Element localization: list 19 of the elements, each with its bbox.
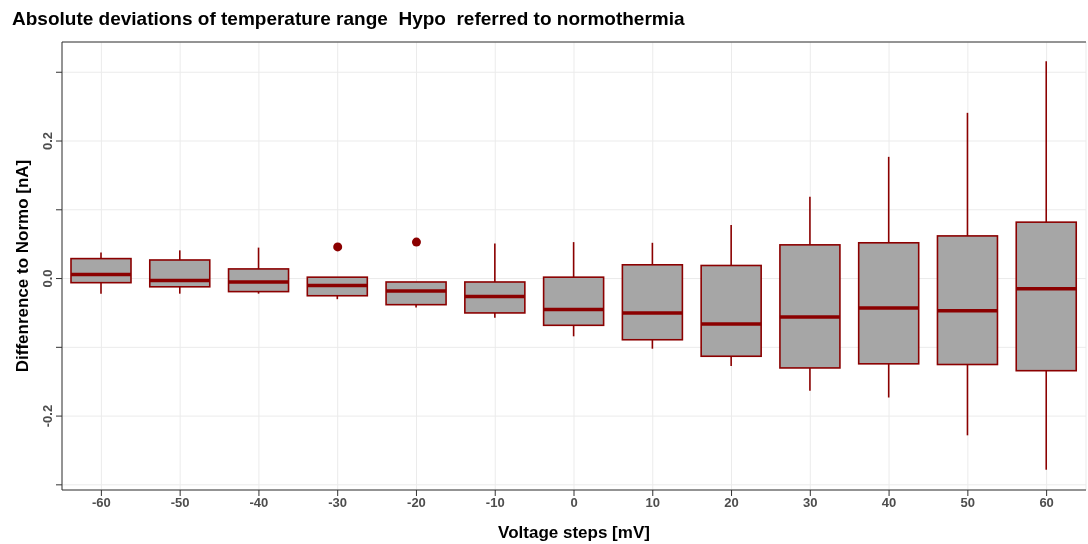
y-tick-label: 0.0 [40,269,55,288]
chart-title: Absolute deviations of temperature range Hypo referred to normothermia [12,8,685,30]
x-tick-label: -60 [91,495,111,511]
x-tick-label: 30 [803,495,818,511]
x-tick-label: 20 [724,495,739,511]
x-tick-label: 10 [645,495,660,511]
y-axis-title: Diffenrence to Normo [nA] [13,159,33,373]
x-axis-title: Voltage steps [mV] [498,523,650,542]
x-tick-label: -20 [407,495,426,511]
x-tick-label: 50 [960,495,976,511]
x-tick-label: -10 [485,495,505,511]
x-tick-label: -50 [170,495,190,511]
y-tick-label: 0.2 [40,131,55,151]
x-tick-label: -30 [328,495,348,511]
x-tick-label: -40 [249,495,269,511]
y-tick-label: -0.2 [40,404,55,428]
x-tick-label: 0 [570,495,578,511]
x-tick-label: 40 [881,495,897,511]
x-tick-label: 60 [1039,495,1054,511]
